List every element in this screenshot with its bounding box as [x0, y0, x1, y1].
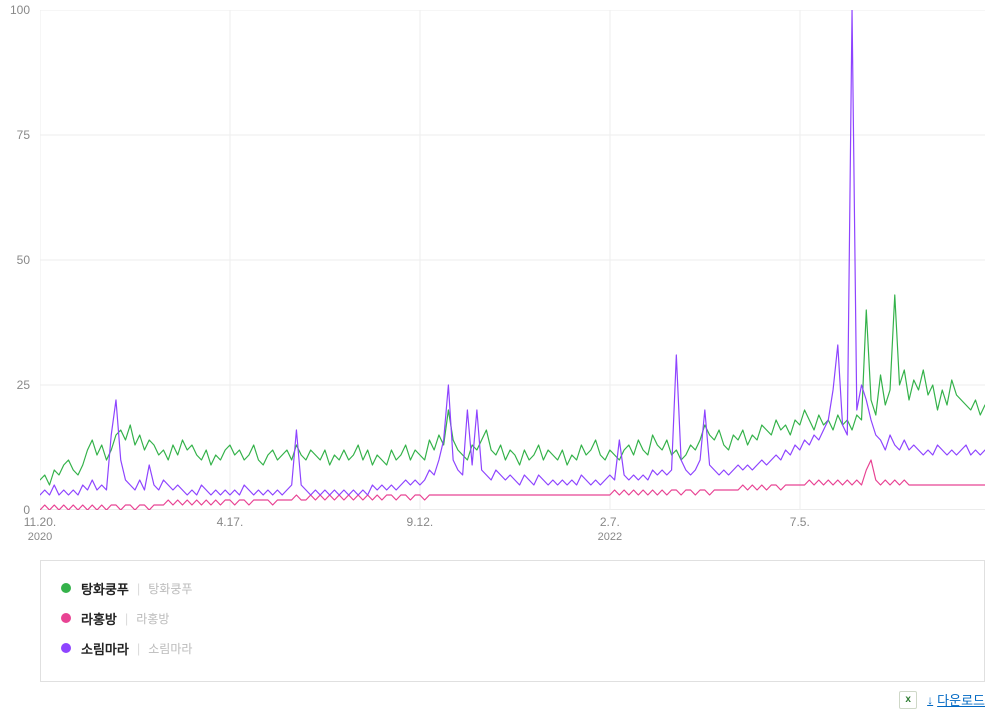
- x-tick-sublabel: 2020: [28, 531, 52, 543]
- y-tick-label: 100: [10, 3, 30, 17]
- y-tick-label: 50: [17, 253, 30, 267]
- legend-subterm: 라홍방: [136, 610, 169, 627]
- legend-term: 탕화쿵푸: [81, 579, 129, 598]
- x-tick-label: 7.5.: [790, 515, 810, 529]
- legend-item[interactable]: 라홍방 | 라홍방: [61, 609, 964, 627]
- legend-dot-icon: [61, 643, 71, 653]
- x-axis: 11.20.20204.17.9.12.2.7.20227.5.: [40, 515, 985, 545]
- y-tick-label: 25: [17, 378, 30, 392]
- legend-separator: |: [137, 581, 140, 596]
- download-arrow-icon: ↓: [927, 693, 933, 707]
- y-axis: 0255075100: [0, 10, 36, 510]
- x-tick-sublabel: 2022: [598, 531, 622, 543]
- legend-item[interactable]: 소림마라 | 소림마라: [61, 639, 964, 657]
- x-tick-label: 11.20.: [24, 515, 56, 529]
- legend-term: 라홍방: [81, 609, 117, 628]
- legend-subterm: 탕화쿵푸: [148, 580, 192, 597]
- legend-subterm: 소림마라: [148, 640, 192, 657]
- excel-icon: x: [899, 691, 917, 709]
- y-tick-label: 75: [17, 128, 30, 142]
- legend-dot-icon: [61, 583, 71, 593]
- legend: 탕화쿵푸 | 탕화쿵푸라홍방 | 라홍방소림마라 | 소림마라: [40, 560, 985, 682]
- chart-svg: [40, 10, 985, 510]
- legend-separator: |: [125, 611, 128, 626]
- x-tick-label: 9.12.: [407, 515, 434, 529]
- download-link[interactable]: ↓ 다운로드: [927, 690, 985, 709]
- page-root: 0255075100 11.20.20204.17.9.12.2.7.20227…: [0, 0, 1005, 719]
- x-tick-label: 4.17.: [217, 515, 244, 529]
- line-chart: [40, 10, 985, 510]
- download-bar: x ↓ 다운로드: [40, 690, 985, 709]
- download-label: 다운로드: [937, 690, 985, 709]
- legend-dot-icon: [61, 613, 71, 623]
- legend-item[interactable]: 탕화쿵푸 | 탕화쿵푸: [61, 579, 964, 597]
- legend-separator: |: [137, 641, 140, 656]
- legend-term: 소림마라: [81, 639, 129, 658]
- x-tick-label: 2.7.: [600, 515, 620, 529]
